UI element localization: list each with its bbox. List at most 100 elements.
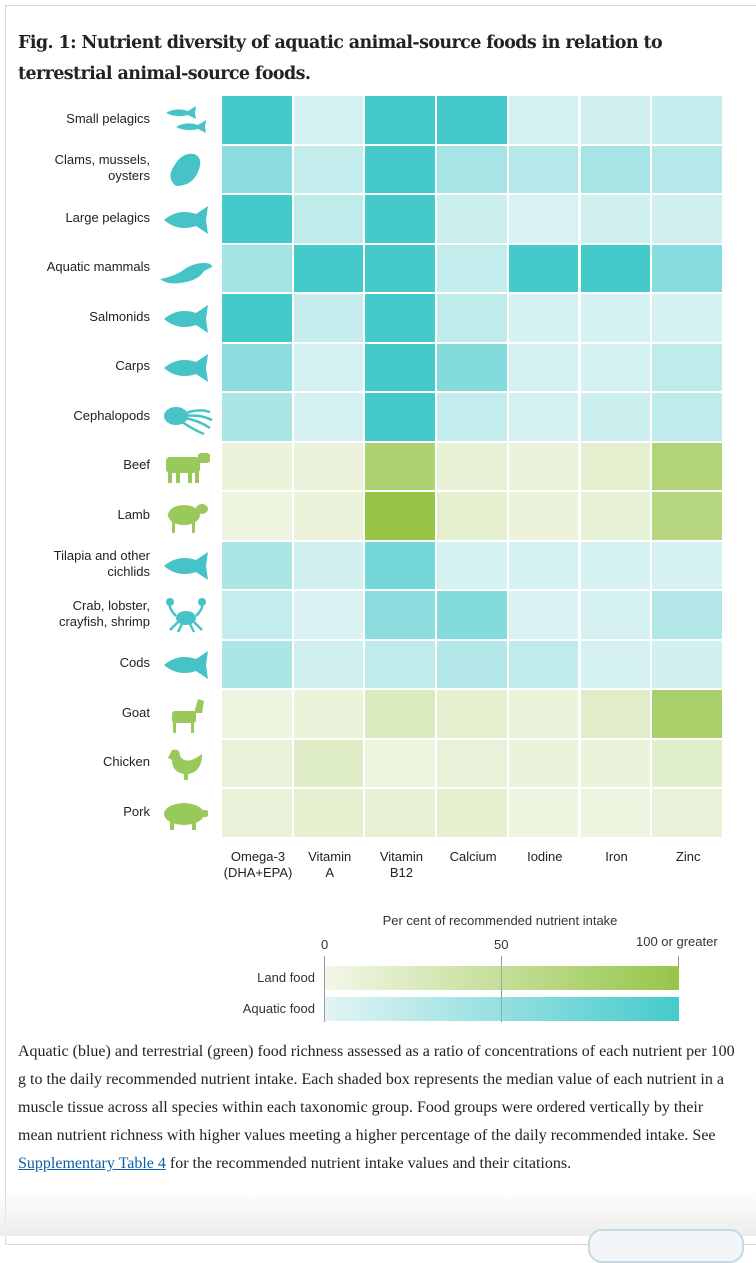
heatmap-cell bbox=[508, 96, 579, 144]
heatmap-cell bbox=[508, 294, 579, 342]
cow-icon bbox=[166, 453, 210, 484]
pig-icon bbox=[164, 802, 208, 830]
heatmap-cell bbox=[437, 789, 507, 837]
column-label-line2: A bbox=[325, 865, 335, 880]
full-size-image-button[interactable] bbox=[588, 1229, 744, 1263]
legend-tick-0: 0 bbox=[321, 937, 329, 952]
heatmap-cell bbox=[437, 343, 507, 391]
legend-tick-50: 50 bbox=[494, 937, 509, 952]
heatmap-cell bbox=[365, 343, 436, 391]
carp-icon bbox=[164, 354, 208, 383]
tilapia-icon bbox=[164, 552, 208, 581]
heatmap-cell bbox=[293, 393, 364, 441]
heatmap-cell bbox=[580, 195, 651, 243]
heatmap-cell bbox=[365, 195, 436, 243]
heatmap-cell bbox=[437, 442, 507, 490]
heatmap-cell bbox=[293, 244, 364, 292]
heatmap-cell bbox=[222, 195, 292, 243]
row-label: Carps bbox=[115, 358, 150, 374]
heatmap-cell bbox=[508, 343, 579, 391]
seal-icon bbox=[160, 263, 212, 284]
column-label-line2: B12 bbox=[389, 865, 413, 880]
heatmap-cell bbox=[508, 195, 579, 243]
column-label: Zinc bbox=[652, 849, 724, 865]
heatmap-cell bbox=[652, 343, 722, 391]
sheep-icon bbox=[168, 503, 208, 533]
heatmap-cell bbox=[580, 442, 651, 490]
heatmap-cell bbox=[652, 640, 722, 688]
heatmap-cell bbox=[508, 541, 579, 589]
column-label-line1: Iodine bbox=[527, 849, 563, 864]
row-label: Small pelagics bbox=[66, 110, 150, 126]
heatmap-cell bbox=[508, 591, 579, 639]
heatmap-cell bbox=[580, 96, 651, 144]
row-label: Beef bbox=[123, 457, 150, 473]
heatmap-cell bbox=[222, 541, 292, 589]
heatmap-cell bbox=[293, 145, 364, 193]
heatmap-cell bbox=[293, 96, 364, 144]
heatmap-cell bbox=[365, 393, 436, 441]
heatmap-cell bbox=[580, 640, 651, 688]
row-label: Pork bbox=[123, 803, 150, 819]
heatmap-cell bbox=[365, 789, 436, 837]
heatmap-cell bbox=[580, 739, 651, 787]
legend-land-gradient bbox=[325, 966, 679, 990]
column-label-line1: Iron bbox=[605, 849, 628, 864]
heatmap-cell bbox=[365, 244, 436, 292]
heatmap-cell bbox=[222, 442, 292, 490]
figure-title: Fig. 1: Nutrient diversity of aquatic an… bbox=[18, 33, 663, 84]
heatmap-cell bbox=[222, 789, 292, 837]
heatmap-cell bbox=[437, 96, 507, 144]
heatmap-cell bbox=[293, 343, 364, 391]
heatmap-cell bbox=[365, 690, 436, 738]
heatmap-cell bbox=[437, 591, 507, 639]
heatmap-cell bbox=[437, 145, 507, 193]
legend-aquatic-label: Aquatic food bbox=[242, 1001, 315, 1016]
heatmap-cell bbox=[508, 640, 579, 688]
row-label: Tilapia and other cichlids bbox=[53, 548, 150, 580]
heatmap-cell bbox=[580, 690, 651, 738]
column-label-line1: Vitamin bbox=[308, 849, 352, 864]
heatmap-cell bbox=[652, 541, 722, 589]
heatmap-cell bbox=[508, 690, 579, 738]
heatmap-cell bbox=[652, 739, 722, 787]
column-label-line1: Calcium bbox=[449, 849, 497, 864]
heatmap-cell bbox=[365, 442, 436, 490]
heatmap-cell bbox=[222, 739, 292, 787]
heatmap-cell bbox=[365, 541, 436, 589]
legend-tick-100: 100 or greater bbox=[636, 934, 718, 949]
clam-icon bbox=[170, 154, 201, 187]
row-label: Chicken bbox=[103, 754, 150, 770]
heatmap-cell bbox=[508, 492, 579, 540]
legend-land-label: Land food bbox=[257, 970, 315, 985]
column-label-line1: Zinc bbox=[675, 849, 701, 864]
heatmap-cell bbox=[222, 640, 292, 688]
heatmap-cell bbox=[222, 591, 292, 639]
heatmap-cell bbox=[508, 739, 579, 787]
small-fish-icon bbox=[166, 105, 206, 133]
heatmap-cell bbox=[652, 96, 722, 144]
heatmap-cell bbox=[293, 789, 364, 837]
column-label-line1: Omega-3 bbox=[230, 849, 286, 864]
heatmap-cell bbox=[293, 690, 364, 738]
legend-title: Per cent of recommended nutrient intake bbox=[382, 913, 618, 928]
supplementary-table-link[interactable]: Supplementary Table 4 bbox=[18, 1155, 166, 1172]
heatmap-cell bbox=[293, 294, 364, 342]
heatmap-cell bbox=[652, 442, 722, 490]
tuna-icon bbox=[164, 205, 208, 234]
heatmap-cell bbox=[437, 294, 507, 342]
column-label: Vitamin B12 bbox=[365, 849, 437, 881]
heatmap-cell bbox=[508, 393, 579, 441]
heatmap-cell bbox=[437, 640, 507, 688]
heatmap-cell bbox=[222, 294, 292, 342]
caption-text: Aquatic (blue) and terrestrial (green) f… bbox=[18, 1043, 735, 1144]
heatmap-cell bbox=[293, 541, 364, 589]
heatmap-cell bbox=[222, 393, 292, 441]
row-label: Large pelagics bbox=[65, 209, 150, 225]
heatmap-cell bbox=[580, 145, 651, 193]
legend-aquatic-gradient bbox=[325, 997, 679, 1021]
heatmap-cell bbox=[293, 195, 364, 243]
heatmap-cell bbox=[437, 541, 507, 589]
row-label: Salmonids bbox=[89, 308, 150, 324]
heatmap-cell bbox=[437, 690, 507, 738]
